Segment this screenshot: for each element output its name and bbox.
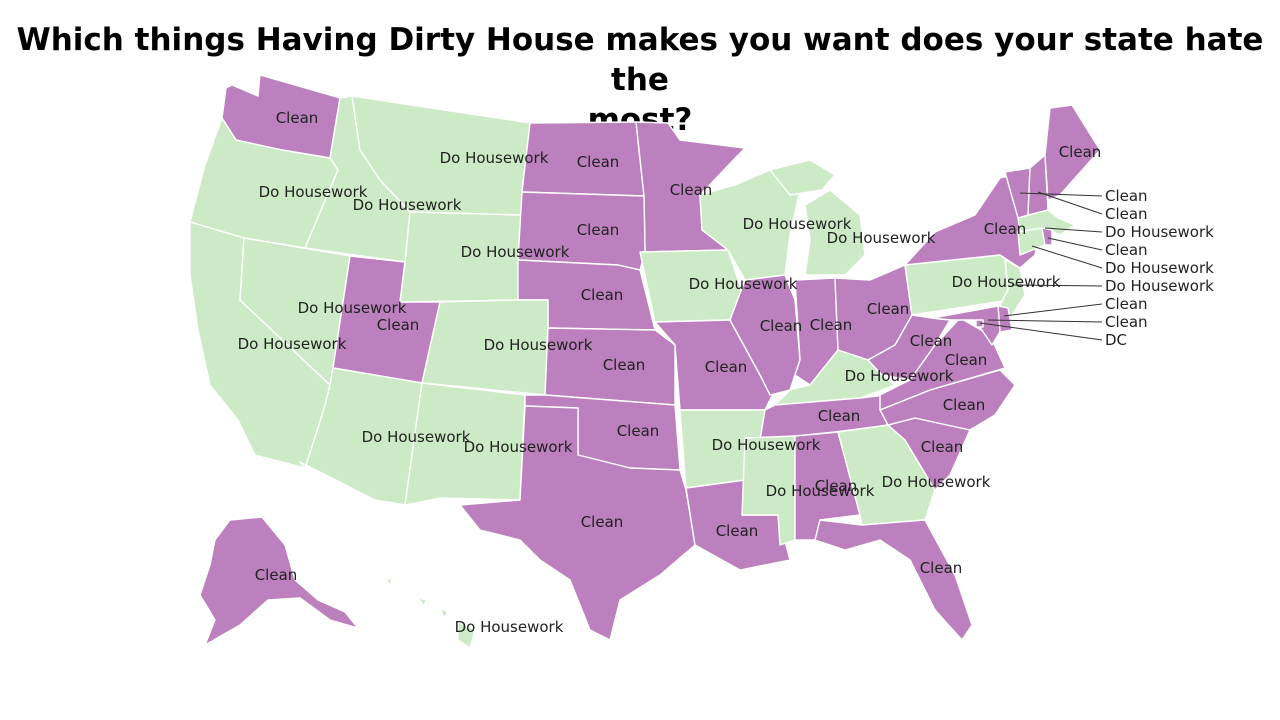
state-label-DE: Clean: [1105, 295, 1148, 313]
state-label-KY: Do Housework: [845, 367, 954, 385]
state-label-CO: Do Housework: [484, 336, 593, 354]
state-label-NH: Clean: [1105, 205, 1148, 223]
leader-line-MD: [987, 319, 1103, 323]
state-label-WY: Do Housework: [461, 243, 570, 261]
state-label-NV: Do Housework: [298, 299, 407, 317]
state-label-OH: Clean: [867, 300, 910, 318]
state-label-UT: Clean: [377, 316, 420, 334]
state-label-VT: Clean: [1105, 187, 1148, 205]
state-label-PA: Do Housework: [952, 273, 1061, 291]
state-TX[interactable]: [459, 405, 696, 641]
state-label-SD: Clean: [577, 221, 620, 239]
leader-line-VT: [1019, 192, 1103, 197]
state-label-CT: Do Housework: [1105, 259, 1214, 277]
state-label-GA: Do Housework: [882, 473, 991, 491]
state-label-IL: Clean: [760, 317, 803, 335]
state-label-ME: Clean: [1059, 143, 1102, 161]
state-label-MD: Clean: [1105, 313, 1148, 331]
state-label-AK: Clean: [255, 566, 298, 584]
map-title-line-1: Which things Having Dirty House makes yo…: [16, 22, 1264, 98]
state-label-ND: Clean: [577, 153, 620, 171]
state-label-OK: Clean: [617, 422, 660, 440]
state-label-ID: Do Housework: [353, 196, 462, 214]
state-HI[interactable]: [384, 577, 476, 649]
state-label-TN: Clean: [818, 407, 861, 425]
state-label-RI: Clean: [1105, 241, 1148, 259]
state-label-DC: DC: [1105, 331, 1127, 349]
state-label-VA: Clean: [945, 351, 988, 369]
state-label-HI: Do Housework: [455, 618, 564, 636]
leader-line-DE: [1003, 303, 1103, 317]
state-label-OR: Do Housework: [259, 183, 368, 201]
state-label-WA: Clean: [276, 109, 319, 127]
state-label-MA: Do Housework: [1105, 223, 1214, 241]
state-label-AR: Do Housework: [712, 436, 821, 454]
state-ME[interactable]: [1044, 104, 1101, 201]
state-label-LA: Clean: [716, 522, 759, 540]
state-label-NY: Clean: [984, 220, 1027, 238]
state-MI[interactable]: [769, 159, 866, 276]
leader-line-MA: [1044, 227, 1103, 233]
state-DC[interactable]: [975, 319, 984, 328]
state-label-WI: Do Housework: [743, 215, 852, 233]
state-AK[interactable]: [199, 516, 359, 646]
state-label-MO: Clean: [705, 358, 748, 376]
leader-line-DC: [979, 322, 1103, 341]
state-label-WV: Clean: [910, 332, 953, 350]
state-label-FL: Clean: [920, 559, 963, 577]
state-label-MS: Do Housework: [766, 482, 875, 500]
state-label-IN: Clean: [810, 316, 853, 334]
state-FL[interactable]: [814, 519, 973, 641]
state-label-KS: Clean: [603, 356, 646, 374]
state-RI[interactable]: [1041, 227, 1053, 246]
state-label-NC: Clean: [943, 396, 986, 414]
state-label-NM: Do Housework: [464, 438, 573, 456]
state-label-MN: Clean: [670, 181, 713, 199]
state-MD[interactable]: [931, 305, 1001, 346]
leader-line-CT: [1031, 245, 1103, 269]
state-label-SC: Clean: [921, 438, 964, 456]
state-label-AZ: Do Housework: [362, 428, 471, 446]
state-label-NJ: Do Housework: [1105, 277, 1214, 295]
state-label-NE: Clean: [581, 286, 624, 304]
state-label-IA: Do Housework: [689, 275, 798, 293]
state-label-AL: Clean: [815, 477, 858, 495]
state-label-MT: Do Housework: [440, 149, 549, 167]
state-NM[interactable]: [404, 382, 526, 506]
label-leader-lines: [979, 191, 1103, 341]
state-shapes: [189, 74, 1101, 649]
leader-line-NH: [1037, 191, 1103, 215]
leader-line-NJ: [1011, 284, 1103, 287]
leader-line-RI: [1047, 237, 1103, 251]
state-label-TX: Clean: [581, 513, 624, 531]
map-title: Which things Having Dirty House makes yo…: [0, 20, 1280, 140]
state-label-CA: Do Housework: [238, 335, 347, 353]
state-label-MI: Do Housework: [827, 229, 936, 247]
state-WI[interactable]: [699, 169, 801, 281]
state-KS[interactable]: [544, 327, 676, 406]
